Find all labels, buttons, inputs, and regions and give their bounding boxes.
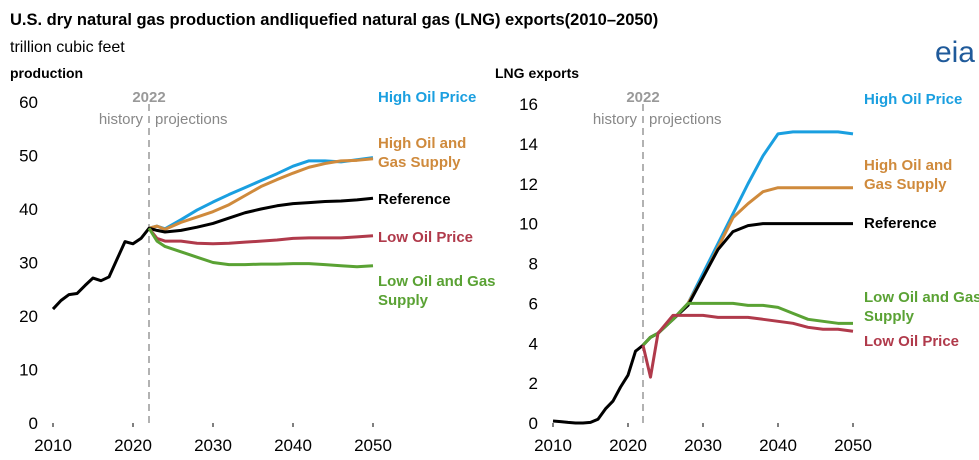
x-tick-label: 2040 — [274, 436, 312, 455]
x-tick-label: 2020 — [114, 436, 152, 455]
axis-title: LNG exports — [495, 65, 579, 81]
logo: eia — [935, 36, 975, 69]
legend-label: High Oil Price — [378, 89, 477, 106]
chart-title: U.S. dry natural gas production andlique… — [10, 11, 658, 29]
x-tick-label: 2050 — [834, 436, 872, 455]
legend-label: Low Oil Price — [864, 333, 960, 350]
y-tick-label: 10 — [19, 361, 38, 380]
legend-label: Low Oil and Gas Supply — [378, 273, 496, 309]
y-tick-label: 30 — [19, 254, 38, 273]
series-line — [147, 227, 374, 246]
series-line — [641, 301, 853, 347]
y-tick-label: 6 — [529, 294, 538, 313]
y-tick-label: 0 — [29, 414, 38, 433]
x-tick-label: 2030 — [194, 436, 232, 455]
series-line — [552, 222, 853, 425]
legend-label: High Oil Price — [864, 91, 963, 108]
x-tick-label: 2020 — [609, 436, 647, 455]
y-tick-label: 12 — [519, 175, 538, 194]
y-tick-label: 10 — [519, 215, 538, 234]
series-line — [641, 313, 854, 379]
projections-note: projections — [155, 111, 228, 128]
series-line — [147, 227, 374, 269]
x-tick-label: 2040 — [759, 436, 797, 455]
y-tick-label: 60 — [19, 93, 38, 112]
y-tick-label: 50 — [19, 147, 38, 166]
series-line — [148, 157, 374, 231]
y-tick-label: 20 — [19, 307, 38, 326]
y-tick-label: 2 — [529, 374, 538, 393]
y-tick-label: 40 — [19, 200, 38, 219]
series-line — [148, 156, 374, 231]
legend-label: High Oil and Gas Supply — [378, 135, 467, 171]
legend-label: Low Oil Price — [378, 229, 474, 246]
history-note: history — [99, 111, 144, 128]
axis-title: production — [10, 65, 83, 81]
y-tick-label: 0 — [529, 414, 538, 433]
y-tick-label: 16 — [519, 95, 538, 114]
x-tick-label: 2030 — [684, 436, 722, 455]
y-tick-label: 14 — [519, 135, 538, 154]
divider-label: 2022 — [626, 89, 659, 106]
x-tick-label: 2010 — [534, 436, 572, 455]
divider-label: 2022 — [132, 89, 165, 106]
series-line — [51, 196, 374, 311]
legend-label: Reference — [378, 191, 451, 208]
x-tick-label: 2010 — [34, 436, 72, 455]
history-note: history — [593, 111, 638, 128]
legend-label: Low Oil and Gas Supply — [864, 289, 979, 325]
legend-label: High Oil and Gas Supply — [864, 157, 953, 193]
x-tick-label: 2050 — [354, 436, 392, 455]
series-line — [641, 130, 854, 347]
y-tick-label: 8 — [529, 255, 538, 274]
legend-label: Reference — [864, 215, 937, 232]
subtitle: trillion cubic feet — [10, 39, 125, 56]
projections-note: projections — [649, 111, 722, 128]
y-tick-label: 4 — [529, 334, 538, 353]
